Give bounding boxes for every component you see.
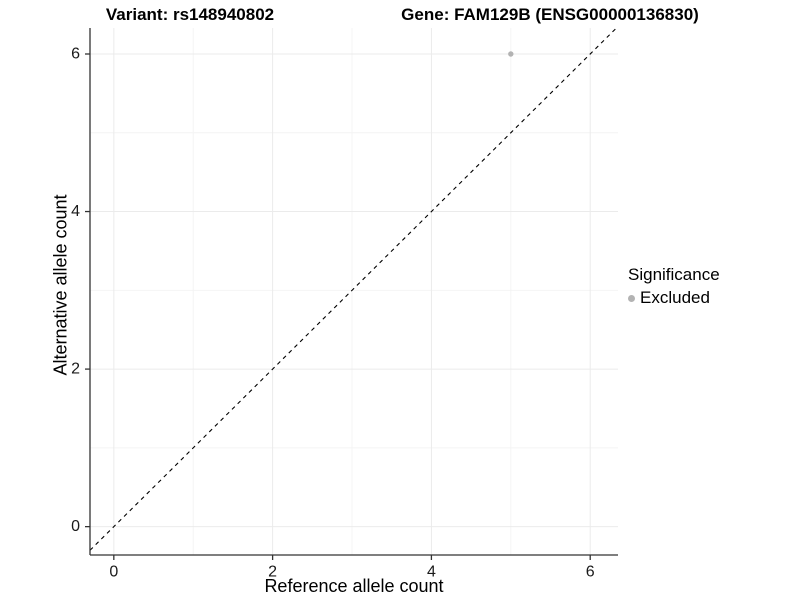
- x-tick-label: 2: [268, 563, 277, 580]
- y-tick-label: 2: [71, 361, 80, 378]
- y-tick-label: 6: [71, 45, 80, 62]
- plot-panel: 0 2 4 6 0 2 4 6: [71, 27, 618, 580]
- legend: Significance Excluded: [628, 265, 720, 308]
- legend-item-excluded: Excluded: [628, 288, 720, 308]
- y-axis-label: Alternative allele count: [50, 194, 71, 376]
- legend-point-icon: [628, 294, 635, 302]
- data-point: [508, 51, 514, 57]
- x-axis-label: Reference allele count: [264, 576, 444, 596]
- x-tick-label: 4: [427, 563, 436, 580]
- y-tick-label: 4: [71, 203, 80, 220]
- plot-title-variant: Variant: rs148940802: [105, 5, 275, 24]
- x-tick-label: 0: [109, 563, 118, 580]
- y-tick-label: 0: [71, 518, 80, 535]
- legend-title: Significance: [628, 265, 720, 284]
- legend-item-label: Excluded: [640, 288, 710, 307]
- plot-title-gene: Gene: FAM129B (ENSG00000136830): [401, 5, 699, 24]
- x-tick-label: 6: [586, 563, 595, 580]
- identity-line: [89, 27, 617, 551]
